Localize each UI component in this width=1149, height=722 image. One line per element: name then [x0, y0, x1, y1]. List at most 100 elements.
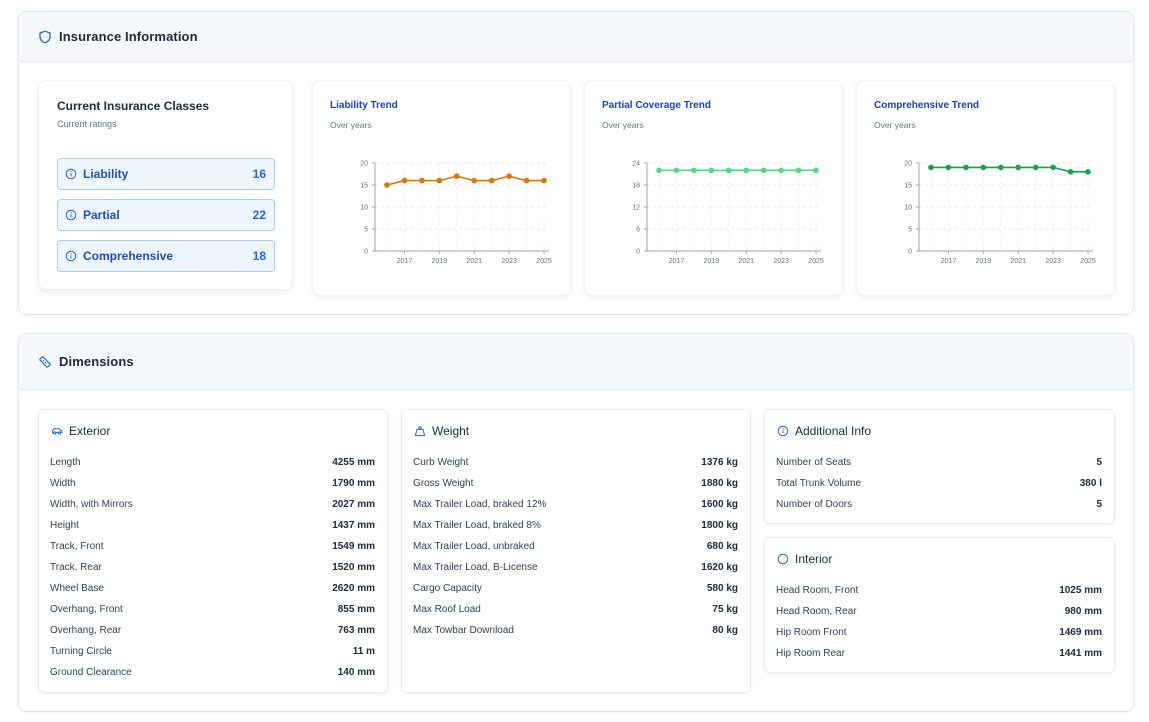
- dimensions-section: Dimensions Exterior Length 4255 mm Width 1…: [18, 333, 1134, 712]
- row-label: Number of Doors: [776, 499, 853, 510]
- comprehensive-trend-chart: 0 5 10 15 20 2017 2019 2021 2023 2025: [904, 161, 1096, 266]
- y-tick-label: 6: [636, 227, 640, 234]
- list-item: Max Trailer Load, braked 12% 1600 kg: [413, 494, 738, 515]
- data-point: [708, 167, 715, 174]
- class-item-partial[interactable]: Partial 22: [57, 199, 275, 231]
- data-point: [928, 164, 934, 171]
- row-value: 580 kg: [706, 583, 738, 594]
- row-value: 855 mm: [337, 604, 375, 615]
- row-label: Hip Room Rear: [776, 648, 845, 659]
- additional-info-card: Additional Info Number of Seats 5 Total T…: [764, 409, 1115, 524]
- weight-title: Weight: [432, 424, 470, 438]
- row-label: Max Trailer Load, braked 8%: [413, 520, 541, 531]
- info-icon: [65, 209, 77, 221]
- row-label: Hip Room Front: [776, 627, 847, 638]
- row-value: 5: [1096, 499, 1102, 510]
- x-tick-label: 2017: [941, 258, 957, 265]
- list-item: Height 1437 mm: [50, 515, 375, 536]
- list-item: Width, with Mirrors 2027 mm: [50, 494, 375, 515]
- dimensions-title: Dimensions: [59, 354, 134, 369]
- dimensions-header: Dimensions: [19, 334, 1133, 390]
- row-value: 5: [1096, 457, 1102, 468]
- row-value: 380 l: [1079, 478, 1102, 489]
- y-tick-label: 5: [908, 227, 912, 234]
- row-label: Head Room, Rear: [776, 606, 857, 617]
- y-tick-label: 18: [632, 183, 640, 190]
- data-point: [980, 164, 987, 171]
- x-tick-label: 2023: [1045, 258, 1061, 265]
- row-value: 980 mm: [1064, 606, 1102, 617]
- y-tick-label: 24: [632, 161, 640, 168]
- row-label: Overhang, Front: [50, 604, 123, 615]
- data-point: [963, 164, 969, 171]
- trend-title: Liability Trend: [330, 100, 398, 111]
- y-tick-label: 5: [364, 227, 368, 234]
- trend-subtitle: Over years: [330, 120, 372, 130]
- row-value: 1469 mm: [1059, 627, 1102, 638]
- row-value: 1520 mm: [332, 562, 375, 573]
- insurance-header: Insurance Information: [19, 12, 1133, 62]
- row-value: 1620 kg: [701, 562, 738, 573]
- exterior-card-title: Exterior: [51, 424, 110, 438]
- list-item: Number of Doors 5: [776, 494, 1102, 515]
- insurance-section: Insurance Information Current Insurance …: [18, 11, 1134, 315]
- data-point: [691, 167, 697, 174]
- row-value: 1600 kg: [701, 499, 738, 510]
- list-item: Head Room, Rear 980 mm: [776, 601, 1102, 622]
- data-point: [813, 167, 819, 174]
- list-item: Gross Weight 1880 kg: [413, 473, 738, 494]
- row-value: 4255 mm: [332, 457, 375, 468]
- class-item-comprehensive[interactable]: Comprehensive 18: [57, 240, 275, 272]
- data-point: [436, 177, 443, 184]
- row-label: Max Roof Load: [413, 604, 481, 615]
- list-item: Turning Circle 11 m: [50, 641, 375, 662]
- info-icon: [777, 425, 789, 437]
- weight-card-title: Weight: [414, 424, 469, 438]
- x-tick-label: 2025: [1080, 258, 1096, 265]
- row-value: 680 kg: [706, 541, 738, 552]
- exterior-card: Exterior Length 4255 mm Width 1790 mm Widt…: [38, 409, 388, 693]
- x-tick-label: 2017: [397, 258, 413, 265]
- info-icon: [65, 168, 77, 180]
- x-tick-label: 2025: [808, 258, 824, 265]
- row-label: Max Towbar Download: [413, 625, 514, 636]
- y-tick-label: 0: [908, 249, 912, 256]
- x-tick-label: 2021: [1010, 258, 1026, 265]
- list-item: Hip Room Front 1469 mm: [776, 622, 1102, 643]
- x-tick-label: 2021: [466, 258, 482, 265]
- row-label: Width, with Mirrors: [50, 499, 133, 510]
- x-tick-label: 2025: [536, 258, 552, 265]
- row-label: Max Trailer Load, B-License: [413, 562, 538, 573]
- y-tick-label: 20: [904, 161, 912, 168]
- y-tick-label: 10: [360, 205, 368, 212]
- additional-title: Additional Info: [795, 424, 872, 438]
- data-point: [471, 177, 478, 184]
- data-point: [743, 167, 750, 174]
- list-item: Wheel Base 2620 mm: [50, 578, 375, 599]
- partial-trend-chart: 0 6 12 18 24 2017 2019 2021 2023 2025: [632, 161, 824, 266]
- shield-icon: [39, 30, 51, 43]
- row-label: Ground Clearance: [50, 667, 132, 678]
- row-label: Height: [50, 520, 79, 531]
- data-point: [795, 167, 802, 174]
- row-label: Track, Rear: [50, 562, 102, 573]
- data-point: [778, 167, 784, 174]
- row-value: 140 mm: [337, 667, 375, 678]
- row-value: 1441 mm: [1059, 648, 1102, 659]
- y-tick-label: 0: [636, 249, 640, 256]
- series-line: [931, 166, 1088, 173]
- data-point: [488, 177, 495, 184]
- data-point: [1085, 169, 1091, 175]
- data-point: [1050, 164, 1056, 171]
- row-label: Overhang, Rear: [50, 625, 122, 636]
- liability-trend-chart: 0 5 10 15 20 2017 2019 2021 2023 2025: [360, 161, 552, 266]
- list-item: Curb Weight 1376 kg: [413, 452, 738, 473]
- class-item-liability[interactable]: Liability 16: [57, 158, 275, 190]
- partial-trend-card: Partial Coverage Trend Over years 0 6 12 18…: [584, 80, 843, 296]
- data-point: [1015, 164, 1022, 171]
- class-item-value: 18: [252, 249, 266, 263]
- list-item: Length 4255 mm: [50, 452, 375, 473]
- list-item: Overhang, Front 855 mm: [50, 599, 375, 620]
- list-item: Total Trunk Volume 380 l: [776, 473, 1102, 494]
- row-value: 2027 mm: [332, 499, 375, 510]
